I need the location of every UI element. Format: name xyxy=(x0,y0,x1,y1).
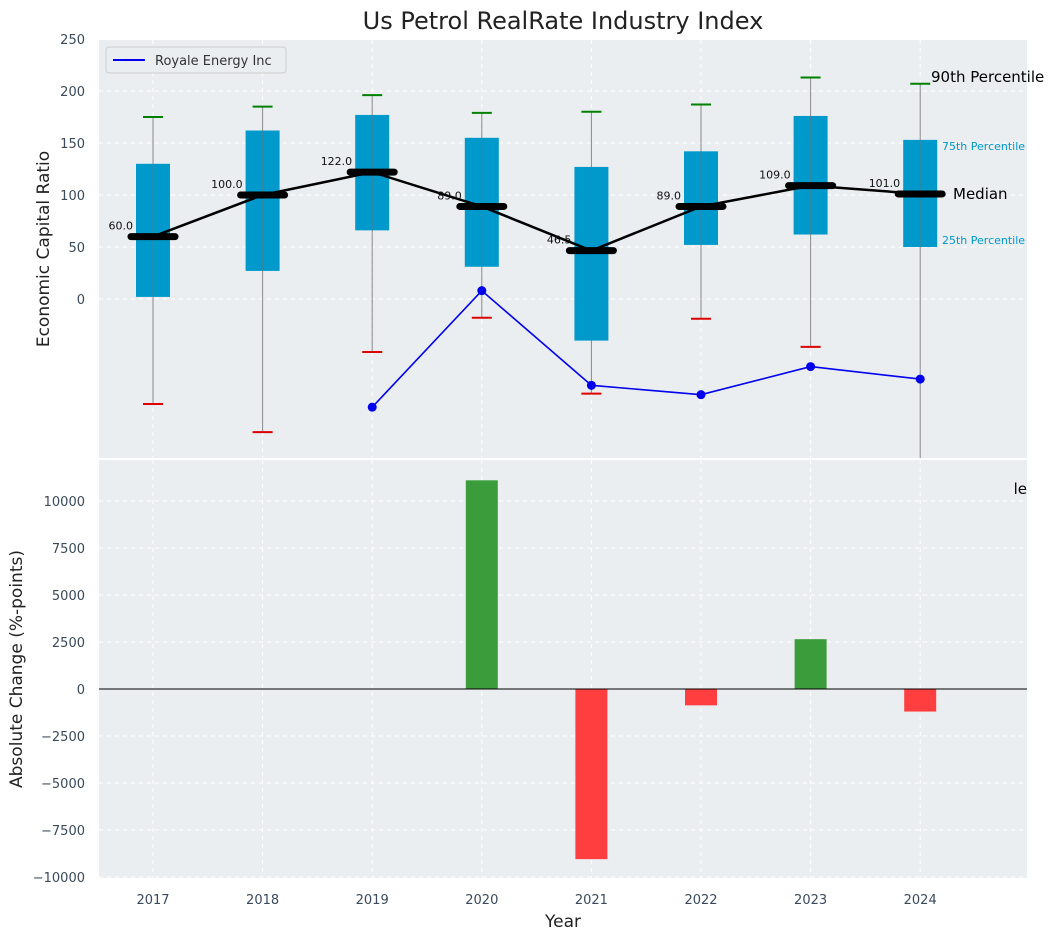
series-point xyxy=(696,390,706,400)
bottom-y-tick-label: −7500 xyxy=(41,824,85,839)
series-point xyxy=(806,362,816,372)
bottom-y-tick-label: −10000 xyxy=(33,871,85,886)
median-value-label: 101.0 xyxy=(869,177,901,190)
annotation-25th-percentile: 25th Percentile xyxy=(942,234,1025,247)
box-labels: 60.0 100.0 122.0 89.0 46.5 89.0 109.0 101.0 xyxy=(109,155,901,247)
top-panel: 0 50 100 150 200 250 60.0 100.0 122.0 89.0 46.5 89… xyxy=(34,7,1044,458)
x-tick-label: 2021 xyxy=(575,893,608,908)
clipped-legend-text: le xyxy=(1014,480,1027,498)
median-value-label: 109.0 xyxy=(759,169,791,182)
top-y-tick-label: 100 xyxy=(60,189,85,204)
annotation-75th-percentile: 75th Percentile xyxy=(942,140,1025,153)
top-y-axis-title: Economic Capital Ratio xyxy=(34,151,54,347)
series-point xyxy=(586,380,596,390)
top-y-tick-label: 0 xyxy=(77,293,85,308)
annotation-median: Median xyxy=(953,185,1008,203)
median-value-label: 100.0 xyxy=(211,178,243,191)
top-plot-area xyxy=(99,40,1027,458)
bars xyxy=(465,480,937,860)
x-tick-label: 2019 xyxy=(356,893,389,908)
bottom-y-axis-title: Absolute Change (%-points) xyxy=(7,550,27,788)
bottom-y-tick-label: 0 xyxy=(77,683,85,698)
annotation-90th-percentile: 90th Percentile xyxy=(931,68,1044,86)
annotations: 90th Percentile 75th Percentile Median 2… xyxy=(931,68,1044,247)
bottom-y-tick-label: 2500 xyxy=(52,636,85,651)
x-ticks: 2017 2018 2019 2020 2021 2022 2023 2024 xyxy=(136,893,936,908)
bottom-y-tick-label: 5000 xyxy=(52,589,85,604)
change-bar xyxy=(465,480,498,689)
chart-title: Us Petrol RealRate Industry Index xyxy=(363,7,764,35)
top-y-tick-label: 150 xyxy=(60,137,85,152)
x-tick-label: 2024 xyxy=(904,893,937,908)
bottom-y-tick-label: −5000 xyxy=(41,777,85,792)
bottom-grid xyxy=(99,460,1027,878)
legend-label: Royale Energy Inc xyxy=(155,54,272,69)
bottom-y-tick-label: 7500 xyxy=(52,542,85,557)
median-line xyxy=(152,170,921,252)
x-axis-title: Year xyxy=(544,912,581,932)
change-bar xyxy=(685,689,717,706)
series-point xyxy=(477,286,487,296)
top-y-tick-label: 250 xyxy=(60,33,85,48)
median-value-label: 89.0 xyxy=(657,189,682,202)
series-point xyxy=(367,402,377,412)
x-tick-label: 2020 xyxy=(465,893,498,908)
series-point xyxy=(915,374,925,384)
x-tick-label: 2023 xyxy=(794,893,827,908)
bottom-panel: −10000−7500−5000−2500025005000750010000 … xyxy=(7,460,1027,932)
boxes xyxy=(127,76,946,458)
bottom-y-tick-label: 10000 xyxy=(44,495,85,510)
top-y-tick-label: 50 xyxy=(68,241,85,256)
x-tick-label: 2018 xyxy=(246,893,279,908)
median-value-label: 60.0 xyxy=(109,220,134,233)
bottom-y-tick-label: −2500 xyxy=(41,730,85,745)
median-value-label: 89.0 xyxy=(437,189,462,202)
x-tick-label: 2017 xyxy=(136,893,169,908)
median-value-label: 122.0 xyxy=(321,155,353,168)
series-group xyxy=(367,286,925,412)
bottom-plot-area xyxy=(99,460,1027,878)
change-bar xyxy=(904,689,937,712)
top-y-ticks: 0 50 100 150 200 250 xyxy=(60,33,85,308)
legend-frame xyxy=(105,46,287,74)
median-line-group xyxy=(152,170,921,252)
bottom-y-ticks: −10000 −7500 −5000 −2500 0 2500 5000 7500 10000 xyxy=(33,495,85,886)
change-bar xyxy=(794,639,827,689)
top-y-tick-label: 200 xyxy=(60,85,85,100)
change-bar xyxy=(575,689,608,860)
x-tick-label: 2022 xyxy=(684,893,717,908)
median-value-label: 46.5 xyxy=(547,234,572,247)
series-line-royale-energy xyxy=(371,289,921,408)
legend: Royale Energy Inc xyxy=(105,46,287,74)
